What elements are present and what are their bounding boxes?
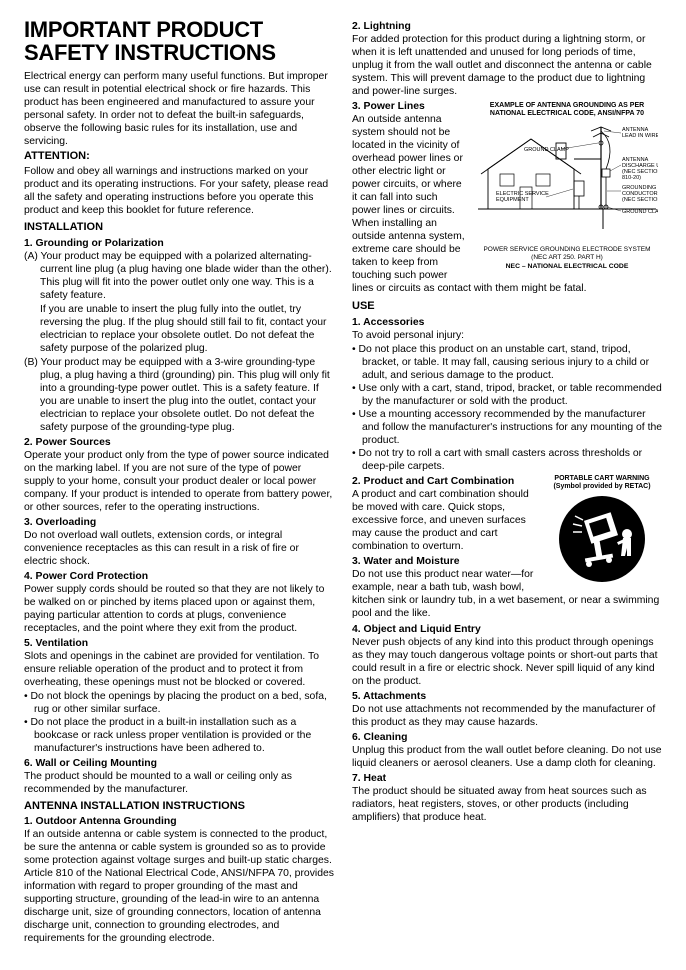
install-5-body: Slots and openings in the cabinet are pr… [24,650,334,689]
diagram-label: GROUND CLAMP [524,147,569,153]
use-4-heading: 4. Object and Liquid Entry [352,623,662,636]
install-5-bullets: Do not block the openings by placing the… [24,690,334,755]
install-6-heading: 6. Wall or Ceiling Mounting [24,757,334,770]
install-3-body: Do not overload wall outlets, extension … [24,529,334,568]
install-1-heading: 1. Grounding or Polarization [24,237,334,250]
attention-body: Follow and obey all warnings and instruc… [24,165,334,217]
use-6-body: Unplug this product from the wall outlet… [352,744,662,770]
page-title: IMPORTANT PRODUCT SAFETY INSTRUCTIONS [24,18,334,64]
title-line-2: SAFETY INSTRUCTIONS [24,40,276,65]
use-1-bullets: Do not place this product on an unstable… [352,343,662,473]
lightning-body: For added protection for this product du… [352,33,662,98]
cart-warning-title: PORTABLE CART WARNING (Symbol provided b… [542,475,662,491]
use-1-intro: To avoid personal injury: [352,329,662,342]
antenna-1-heading: 1. Outdoor Antenna Grounding [24,815,334,828]
install-6-body: The product should be mounted to a wall … [24,770,334,796]
install-2-body: Operate your product only from the type … [24,449,334,514]
use-heading: USE [352,300,662,314]
use-5-heading: 5. Attachments [352,690,662,703]
list-item: Do not place this product on an unstable… [362,343,662,382]
list-item: Use only with a cart, stand, tripod, bra… [362,382,662,408]
install-5-heading: 5. Ventilation [24,637,334,650]
attention-heading: ATTENTION: [24,150,334,164]
diagram-caption-line1: POWER SERVICE GROUNDING ELECTRODE SYSTEM [483,246,650,253]
use-7-body: The product should be situated away from… [352,785,662,824]
use-5-body: Do not use attachments not recommended b… [352,703,662,729]
list-item: Do not try to roll a cart with small cas… [362,447,662,473]
list-item: Do not block the openings by placing the… [34,690,334,716]
diagram-label: GROUNDINGCONDUCTORS(NEC SECTION 810-21) [622,185,658,203]
diagram-title: EXAMPLE OF ANTENNA GROUNDING AS PER NATI… [472,102,662,117]
install-1a: (A) Your product may be equipped with a … [24,250,334,302]
lightning-heading: 2. Lightning [352,20,662,33]
title-line-1: IMPORTANT PRODUCT [24,17,263,42]
antenna-heading: ANTENNA INSTALLATION INSTRUCTIONS [24,800,334,814]
house-grounding-svg: GROUND CLAMP ANTENNALEAD IN WIRE ANTENNA… [476,119,658,244]
use-7-heading: 7. Heat [352,772,662,785]
intro-paragraph: Electrical energy can perform many usefu… [24,70,334,148]
installation-heading: INSTALLATION [24,221,334,235]
install-3-heading: 3. Overloading [24,516,334,529]
cart-warning-icon [557,494,647,584]
install-1a-cont: If you are unable to insert the plug ful… [24,303,334,355]
list-item: Do not place the product in a built-in i… [34,716,334,755]
left-column: IMPORTANT PRODUCT SAFETY INSTRUCTIONS El… [24,18,334,946]
diagram-caption-line2: (NEC ART 250. PART H) [531,254,603,261]
use-4-body: Never push objects of any kind into this… [352,636,662,688]
install-4-heading: 4. Power Cord Protection [24,570,334,583]
antenna-1-body: If an outside antenna or cable system is… [24,828,334,945]
diagram-label: GROUND CLAMPS [622,209,658,215]
install-4-body: Power supply cords should be routed so t… [24,583,334,635]
use-1-heading: 1. Accessories [352,316,662,329]
install-1b: (B) Your product may be equipped with a … [24,356,334,434]
grounding-diagram: EXAMPLE OF ANTENNA GROUNDING AS PER NATI… [472,102,662,271]
cart-warning: PORTABLE CART WARNING (Symbol provided b… [542,475,662,584]
use-6-heading: 6. Cleaning [352,731,662,744]
diagram-caption: POWER SERVICE GROUNDING ELECTRODE SYSTEM… [472,246,662,260]
page-columns: IMPORTANT PRODUCT SAFETY INSTRUCTIONS El… [24,18,662,946]
right-column: 2. Lightning For added protection for th… [352,18,662,946]
install-2-heading: 2. Power Sources [24,436,334,449]
diagram-nec-line: NEC – NATIONAL ELECTRICAL CODE [472,263,662,271]
list-item: Use a mounting accessory recommended by … [362,408,662,447]
